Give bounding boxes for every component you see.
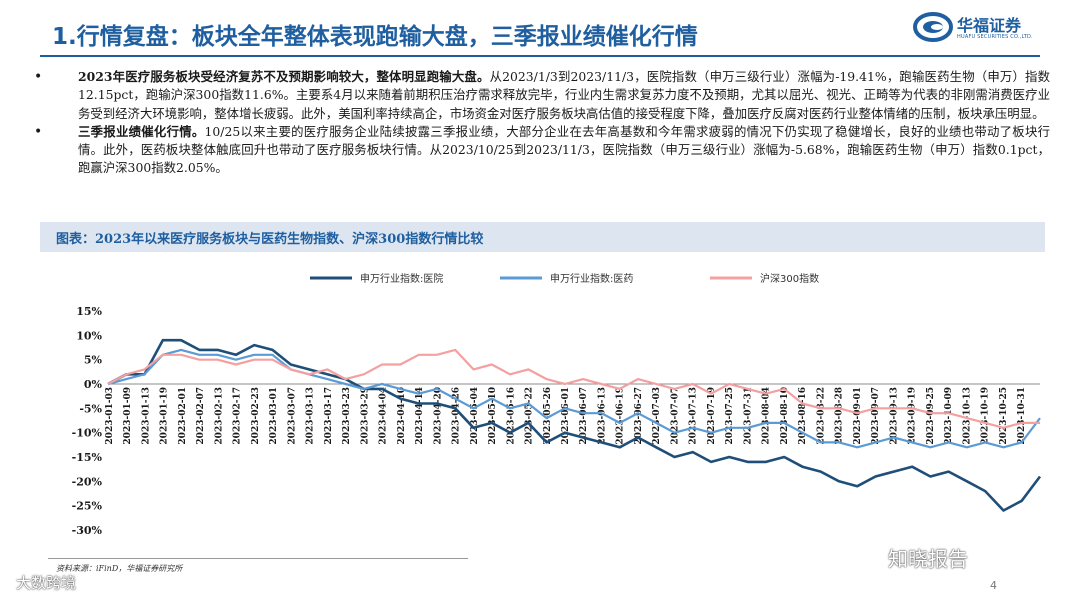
x-tick-label: 2023-02-23 <box>251 387 261 445</box>
x-tick-label: 2023-07-19 <box>707 387 717 445</box>
y-tick-label: 15% <box>76 305 102 318</box>
y-tick-label: -25% <box>72 500 103 513</box>
x-tick-label: 2023-08-28 <box>835 387 845 445</box>
legend-label: 申万行业指数:医院 <box>360 272 443 285</box>
x-tick-label: 2023-02-01 <box>178 387 188 445</box>
x-tick-label: 2023-04-10 <box>397 387 407 445</box>
figure-title-band: 图表：2023年以来医疗服务板块与医药生物指数、沪深300指数行情比较 <box>40 222 1045 252</box>
logo-text: 华福证券 <box>957 16 1022 35</box>
x-tick-label: 2023-06-07 <box>579 387 589 445</box>
bullet-lead: 三季报业绩催化行情。 <box>78 123 205 139</box>
x-tick-label: 2023-06-19 <box>616 387 626 445</box>
x-tick-label: 2023-04-20 <box>433 387 443 445</box>
bullet-lead: 2023年医疗服务板块受经济复苏不及预期影响较大，整体明显跑输大盘。 <box>78 69 490 84</box>
x-tick-label: 2023-03-07 <box>287 387 297 445</box>
y-tick-label: -15% <box>72 451 103 464</box>
x-tick-label: 2023-03-17 <box>324 387 334 445</box>
x-tick-label: 2023-05-26 <box>543 387 553 445</box>
bullet-marker: • <box>34 123 43 140</box>
huafu-logo-icon <box>913 12 953 42</box>
x-tick-label: 2023-07-03 <box>652 387 662 445</box>
bullet-marker: • <box>34 69 43 85</box>
x-tick-label: 2023-09-07 <box>871 387 881 445</box>
y-tick-label: -5% <box>79 402 102 415</box>
x-tick-label: 2023-05-10 <box>488 387 498 445</box>
x-tick-label: 2023-05-16 <box>506 387 516 445</box>
x-tick-label: 2023-09-19 <box>908 387 918 445</box>
legend-label: 申万行业指数:医药 <box>550 272 633 285</box>
source-divider <box>48 558 468 559</box>
x-tick-label: 2023-07-25 <box>725 387 735 445</box>
y-tick-label: 5% <box>84 354 103 367</box>
x-tick-label: 2023-04-26 <box>452 387 462 445</box>
bullet-item-1: • 2023年医疗服务板块受经济复苏不及预期影响较大，整体明显跑输大盘。从202… <box>34 68 1050 123</box>
x-tick-label: 2023-10-09 <box>944 387 954 445</box>
series-line-3 <box>107 348 1040 429</box>
title-divider <box>40 55 1040 57</box>
x-tick-label: 2023-08-16 <box>798 387 808 445</box>
x-tick-label: 2023-04-14 <box>415 387 425 445</box>
x-tick-label: 2023-02-13 <box>214 387 224 445</box>
x-tick-label: 2023-09-25 <box>926 387 936 445</box>
bullet-body: 10/25以来主要的医疗服务企业陆续披露三季报业绩，大部分企业在去年高基数和今年… <box>78 123 1050 176</box>
x-tick-label: 2023-09-01 <box>853 387 863 445</box>
x-tick-label: 2023-08-22 <box>816 387 826 445</box>
x-tick-label: 2023-01-13 <box>141 387 151 445</box>
x-tick-label: 2023-03-23 <box>342 387 352 445</box>
x-tick-label: 2023-07-07 <box>670 387 680 445</box>
x-tick-label: 2023-01-09 <box>123 387 133 445</box>
x-tick-label: 2023-06-13 <box>597 387 607 445</box>
y-tick-label: -20% <box>72 475 103 488</box>
y-tick-label: 0% <box>84 378 103 391</box>
x-tick-label: 2023-10-25 <box>999 387 1009 445</box>
x-tick-label: 2023-03-13 <box>306 387 316 445</box>
bullet-body: 从2023/1/3到2023/11/3，医院指数（申万三级行业）涨幅为-19.4… <box>78 69 1050 121</box>
x-tick-label: 2023-07-13 <box>689 387 699 445</box>
source-note: 资料来源：iFinD，华福证券研究所 <box>56 564 183 573</box>
watermark-left: 大数跨境 <box>16 574 77 592</box>
series-line-1 <box>107 338 1042 512</box>
x-tick-label: 2023-02-07 <box>196 387 206 445</box>
page-title: 1.行情复盘：板块全年整体表现跑输大盘，三季报业绩催化行情 <box>52 24 698 50</box>
x-tick-label: 2023-03-29 <box>360 387 370 445</box>
x-tick-label: 2023-04-04 <box>379 387 389 445</box>
logo-subtext: HUAFU SECURITIES CO.,LTD. <box>957 34 1033 40</box>
bullet-item-2: • 三季报业绩催化行情。10/25以来主要的医疗服务企业陆续披露三季报业绩，大部… <box>34 123 1050 178</box>
figure-title: 图表：2023年以来医疗服务板块与医药生物指数、沪深300指数行情比较 <box>56 232 484 247</box>
x-tick-label: 2023-02-17 <box>233 387 243 445</box>
x-tick-label: 2023-10-19 <box>981 387 991 445</box>
y-tick-label: -10% <box>72 427 103 440</box>
bullet-list: • 2023年医疗服务板块受经济复苏不及预期影响较大，整体明显跑输大盘。从202… <box>34 68 1050 178</box>
x-tick-label: 2023-01-19 <box>160 387 170 445</box>
x-tick-label: 2023-06-27 <box>634 387 644 445</box>
line-chart: 申万行业指数:医院 申万行业指数:医药 沪深300指数 15% 10% 5% 0% -5% -1… <box>72 272 1042 537</box>
y-tick-label: 10% <box>76 329 102 342</box>
x-tick-label: 2023-09-13 <box>889 387 899 445</box>
x-tick-label: 2023-08-04 <box>762 387 772 445</box>
page-number: 4 <box>990 579 997 592</box>
x-tick-label: 2023-05-04 <box>470 387 480 445</box>
x-tick-label: 2023-10-13 <box>962 387 972 445</box>
x-tick-label: 2023-05-22 <box>525 387 535 445</box>
company-logo: 华福证券 HUAFU SECURITIES CO.,LTD. <box>913 10 1043 50</box>
series-line-2 <box>107 348 1041 449</box>
y-tick-label: -30% <box>72 524 103 537</box>
x-tick-label: 2023-07-31 <box>743 387 753 445</box>
legend-label: 沪深300指数 <box>760 272 819 285</box>
x-tick-label: 2023-06-01 <box>561 387 571 445</box>
x-tick-label: 2023-01-03 <box>105 387 115 445</box>
x-tick-label: 2023-10-31 <box>1017 387 1027 445</box>
watermark-right: 知晓报告 <box>888 547 968 571</box>
x-tick-label: 2023-03-01 <box>269 387 279 445</box>
x-tick-label: 2023-08-10 <box>780 387 790 445</box>
